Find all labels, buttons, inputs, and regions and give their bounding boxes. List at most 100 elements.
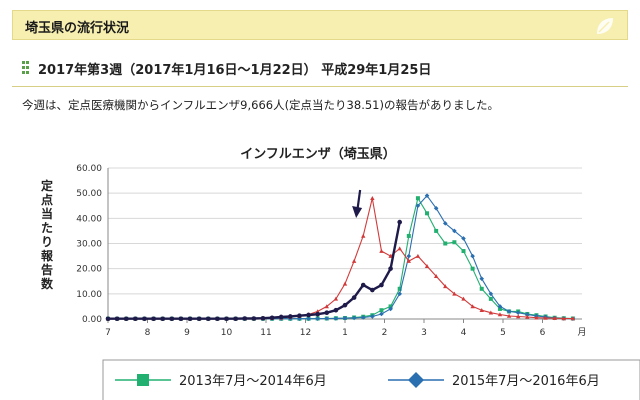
data-point — [242, 316, 248, 321]
section-header: 2017年第3週（2017年1月16日〜1月22日） 平成29年1月25日 — [22, 58, 622, 80]
leaf-icon — [597, 18, 613, 34]
data-point — [388, 266, 393, 271]
data-point — [461, 249, 466, 254]
data-point — [488, 291, 494, 297]
data-point — [497, 312, 503, 317]
data-point — [260, 315, 266, 321]
y-tick-label: 20.00 — [76, 265, 102, 275]
x-unit-label: 月 — [577, 327, 586, 338]
data-point — [105, 316, 111, 322]
data-point — [406, 253, 412, 259]
data-point — [351, 295, 357, 300]
series-line-current — [108, 221, 401, 320]
series-s2013 — [106, 196, 575, 321]
data-point — [552, 316, 557, 321]
data-point — [388, 304, 393, 309]
arrow-head-icon — [352, 206, 363, 218]
legend-label: 2015年7月〜2016年6月 — [452, 374, 600, 389]
data-point — [360, 282, 366, 288]
data-point — [324, 304, 329, 309]
data-point — [570, 316, 576, 321]
legend-marker-square-icon — [137, 374, 149, 386]
data-point — [351, 258, 357, 263]
data-point — [142, 316, 147, 322]
data-point — [269, 315, 275, 321]
banner-title: 埼玉県の流行状況 — [25, 21, 130, 36]
chart-title: インフルエンザ（埼玉県） — [240, 146, 396, 162]
data-point — [178, 316, 184, 322]
y-axis-label-char: 当 — [41, 206, 53, 221]
data-point — [361, 233, 366, 238]
data-point — [497, 306, 502, 311]
data-point — [424, 193, 430, 198]
data-point — [160, 316, 165, 322]
y-axis-label-char: た — [41, 221, 53, 235]
data-point — [370, 314, 375, 319]
data-point — [324, 316, 330, 321]
data-point — [461, 236, 466, 241]
section-grip-icon — [22, 61, 30, 77]
data-point — [415, 203, 421, 209]
legend: 2013年7月〜2014年6月 2015年7月〜2016年6月 — [102, 359, 640, 400]
x-tick-label: 5 — [500, 328, 506, 338]
data-point — [442, 221, 448, 226]
data-point — [333, 307, 339, 313]
data-point — [488, 296, 493, 301]
x-tick-label: 1 — [342, 328, 348, 338]
section-title: 2017年第3週（2017年1月16日〜1月22日） 平成29年1月25日 — [38, 63, 432, 78]
y-axis-label-char: り — [41, 235, 53, 249]
y-axis-label-char: 定 — [41, 178, 53, 193]
y-tick-label: 10.00 — [76, 290, 102, 300]
data-point — [561, 316, 566, 321]
data-point — [288, 314, 293, 319]
data-point — [415, 253, 421, 258]
data-point — [342, 281, 348, 286]
data-point — [506, 313, 512, 318]
data-point — [425, 211, 430, 216]
data-point — [370, 196, 375, 200]
data-point — [525, 314, 530, 319]
data-point — [543, 315, 548, 320]
y-ticks: 0.00 10.00 20.00 30.00 40.00 50.00 60.00 — [76, 164, 102, 325]
data-point — [415, 196, 420, 201]
series-current — [105, 219, 402, 322]
data-point — [443, 284, 448, 289]
data-point — [360, 315, 366, 320]
data-point — [388, 306, 393, 312]
data-point — [133, 316, 138, 322]
data-point — [351, 315, 357, 321]
x-tick-label: 3 — [421, 328, 427, 338]
data-point — [233, 316, 238, 322]
data-point — [397, 246, 402, 251]
report-text: 今週は、定点医療機関からインフルエンザ9,666人(定点当たり38.51)の報告… — [22, 98, 499, 112]
data-point — [470, 253, 475, 259]
data-point — [433, 274, 439, 279]
data-point — [506, 309, 512, 314]
data-point — [406, 233, 411, 238]
data-point — [515, 310, 521, 316]
gridlines — [107, 167, 582, 320]
data-point — [251, 316, 257, 321]
data-point — [452, 228, 457, 234]
x-tick-label: 8 — [145, 328, 151, 338]
data-point — [315, 316, 320, 322]
y-tick-label: 50.00 — [76, 189, 102, 199]
data-point — [406, 258, 412, 263]
section-divider — [12, 86, 628, 87]
series-s2015 — [105, 193, 576, 322]
data-point — [397, 286, 402, 291]
data-point — [525, 312, 530, 317]
data-point — [169, 316, 175, 322]
data-point — [379, 308, 384, 313]
series-prev — [105, 196, 576, 321]
data-point — [443, 241, 448, 246]
data-point — [397, 291, 402, 297]
data-point — [315, 311, 320, 317]
x-tick-label: 9 — [184, 328, 190, 338]
data-point — [123, 316, 129, 322]
data-point — [306, 312, 311, 318]
data-point — [470, 266, 475, 271]
data-point — [379, 311, 384, 317]
legend-label: 2013年7月〜2014年6月 — [179, 374, 327, 389]
